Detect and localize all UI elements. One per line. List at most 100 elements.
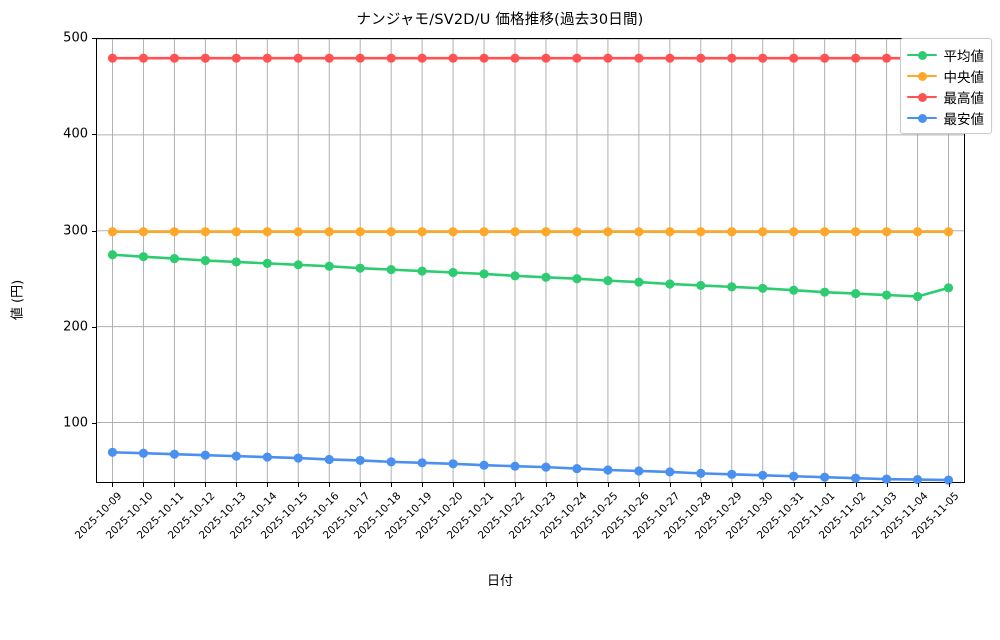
data-point [448, 53, 458, 63]
data-point [479, 227, 489, 237]
y-axis-tick-label: 400 [63, 126, 88, 142]
data-point [758, 227, 768, 237]
legend-label: 最安値 [943, 111, 985, 128]
data-point [138, 252, 149, 262]
series-最高値 [107, 53, 954, 63]
data-point [603, 53, 613, 63]
data-point [510, 461, 520, 471]
plot-area [96, 38, 965, 485]
y-axis-tick [92, 38, 96, 39]
x-axis-tick [887, 483, 889, 487]
data-point [727, 53, 737, 63]
x-axis-tick [949, 483, 951, 487]
data-point [665, 53, 675, 63]
x-axis-tick-label: 2025-11-04 [879, 490, 931, 542]
data-point [231, 53, 241, 63]
legend-swatch [906, 91, 937, 103]
data-point [634, 53, 644, 63]
x-axis-tick-label: 2025-11-05 [910, 490, 962, 542]
data-point [200, 450, 210, 460]
data-point [665, 279, 675, 289]
y-axis-tick [92, 134, 96, 136]
data-point [541, 272, 551, 282]
legend-dot-icon [917, 50, 927, 60]
y-axis-tick-label: 300 [63, 223, 88, 239]
data-point [355, 53, 365, 63]
x-axis-tick [173, 483, 175, 487]
legend-dot-icon [917, 92, 927, 102]
data-point [881, 474, 892, 484]
data-point [293, 260, 303, 270]
x-axis-tick [142, 483, 144, 487]
data-point [572, 227, 582, 237]
data-point [262, 53, 272, 63]
data-point [386, 265, 396, 275]
data-point [324, 227, 334, 237]
legend-label: 中央値 [943, 69, 985, 86]
legend-swatch [906, 70, 937, 82]
data-point [262, 452, 272, 462]
data-point [417, 266, 427, 276]
data-point [107, 227, 118, 237]
data-point [727, 469, 737, 479]
data-point [293, 227, 303, 237]
data-point [231, 451, 241, 461]
x-axis-tick [390, 483, 392, 487]
data-point [789, 227, 799, 237]
data-point [417, 227, 427, 237]
x-axis-tick [670, 483, 672, 487]
x-axis-tick [546, 483, 548, 487]
data-point [820, 53, 830, 63]
data-point [758, 53, 768, 63]
data-point [479, 460, 489, 470]
data-point [851, 227, 861, 237]
data-point [603, 276, 613, 286]
data-point [169, 254, 180, 264]
data-point [510, 271, 520, 281]
data-point [386, 457, 396, 467]
data-point [355, 263, 365, 273]
x-axis-tick [452, 483, 454, 487]
data-point [231, 227, 241, 237]
legend-item-最高値[interactable]: 最高値 [906, 86, 985, 107]
data-point [727, 227, 737, 237]
data-point [417, 458, 427, 468]
data-point [603, 465, 613, 475]
y-axis-tick [92, 423, 96, 425]
x-axis-tick [701, 483, 703, 487]
chart-legend[interactable]: 平均値中央値最高値最安値 [899, 38, 992, 134]
legend-dot-icon [917, 113, 927, 123]
y-axis-tick-label: 100 [63, 415, 88, 431]
x-axis-tick [514, 483, 516, 487]
data-point [758, 283, 768, 293]
data-point [138, 53, 149, 63]
data-point [541, 227, 551, 237]
legend-item-最安値[interactable]: 最安値 [906, 107, 985, 128]
data-point [789, 285, 799, 295]
y-axis-tick-label: 200 [63, 319, 88, 335]
data-point [293, 53, 303, 63]
data-point [107, 53, 118, 63]
legend-label: 最高値 [943, 90, 985, 107]
data-point [912, 291, 923, 302]
legend-item-中央値[interactable]: 中央値 [906, 65, 985, 86]
x-axis-tick [825, 483, 827, 487]
data-point [293, 453, 303, 463]
data-point [696, 468, 706, 478]
data-point [200, 53, 210, 63]
x-axis-tick [856, 483, 858, 487]
x-axis-tick [794, 483, 796, 487]
data-point [324, 261, 334, 271]
data-point [169, 449, 180, 459]
data-point [696, 53, 706, 63]
data-point [943, 475, 954, 485]
data-point [541, 53, 551, 63]
data-point [851, 289, 861, 299]
legend-item-平均値[interactable]: 平均値 [906, 44, 984, 65]
x-axis-tick [421, 483, 423, 487]
series-最安値 [107, 447, 954, 485]
data-point [355, 455, 365, 466]
data-point [386, 227, 396, 237]
page-title: ナンジャモ/SV2D/U 価格推移(過去30日間) [356, 12, 644, 28]
data-point [634, 277, 644, 287]
